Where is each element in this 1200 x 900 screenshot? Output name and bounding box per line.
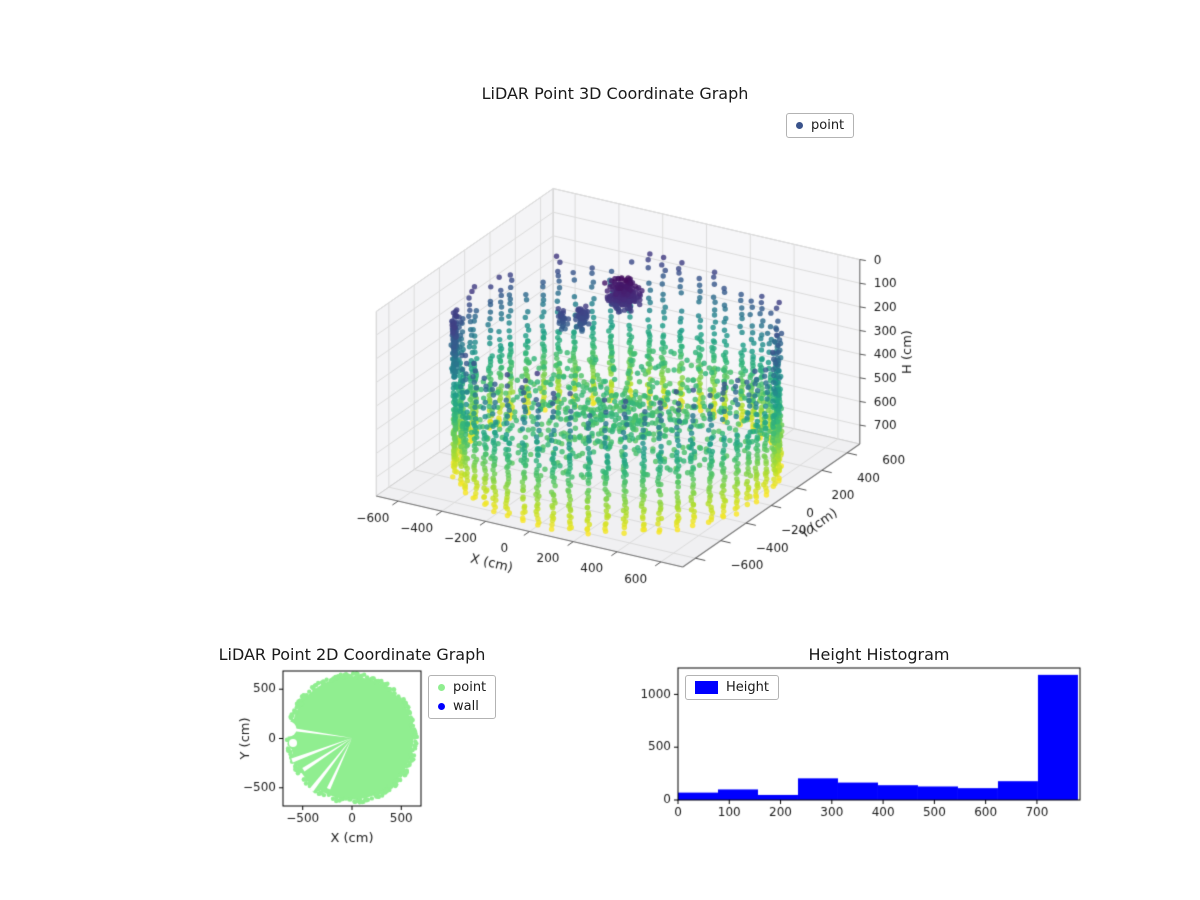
histogram-legend-label: Height	[726, 680, 769, 695]
plot2d-legend-item-wall: wall	[438, 699, 486, 714]
point-marker-icon	[796, 122, 803, 129]
plot3d-legend: point	[786, 113, 855, 138]
plot2d-legend-item-point: point	[438, 680, 486, 695]
plot2d-legend-label-point: point	[453, 680, 487, 695]
plot2d-title: LiDAR Point 2D Coordinate Graph	[218, 645, 486, 664]
histogram-legend-item: Height	[695, 680, 769, 695]
wall-marker-icon	[438, 703, 445, 710]
plot3d-legend-item: point	[796, 118, 844, 133]
plot2d-legend: point wall	[428, 675, 497, 719]
histogram-legend: Height	[685, 675, 779, 700]
histogram-title: Height Histogram	[808, 645, 950, 664]
plot3d-title: LiDAR Point 3D Coordinate Graph	[481, 84, 749, 103]
height-patch-icon	[695, 681, 718, 694]
plot2d-legend-label-wall: wall	[453, 699, 479, 714]
point-marker-icon	[438, 684, 445, 691]
plot3d-legend-label: point	[811, 118, 845, 133]
